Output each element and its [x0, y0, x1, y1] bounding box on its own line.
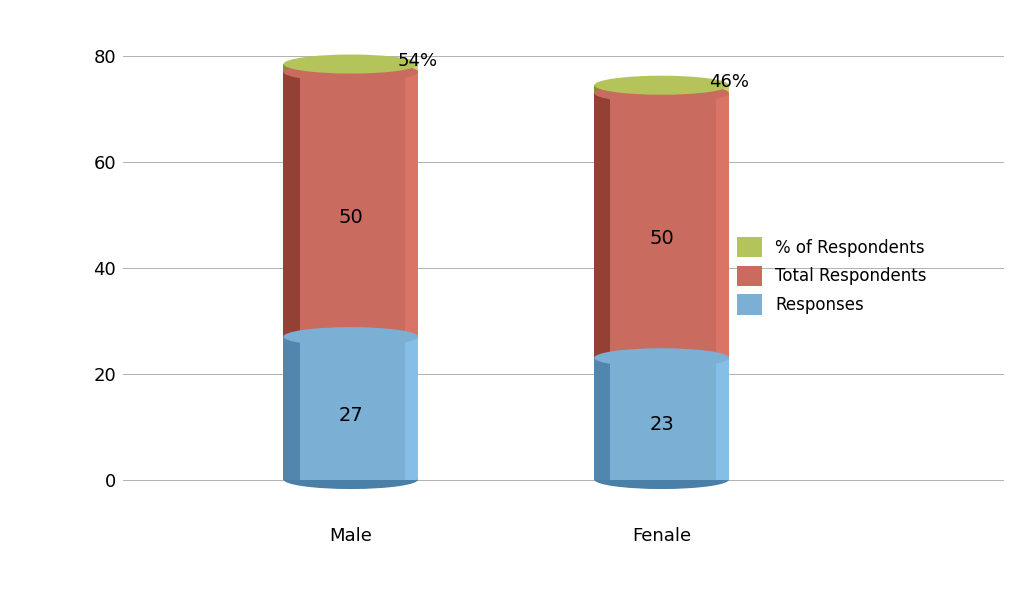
Bar	[594, 93, 729, 358]
Bar	[594, 85, 610, 93]
Legend: % of Respondents, Total Respondents, Responses: % of Respondents, Total Respondents, Res…	[730, 230, 933, 321]
Text: 46%: 46%	[709, 74, 749, 91]
Ellipse shape	[594, 84, 729, 103]
Bar	[406, 72, 418, 337]
Bar	[284, 72, 300, 337]
Ellipse shape	[594, 470, 729, 489]
Bar	[284, 337, 300, 480]
Ellipse shape	[284, 470, 418, 489]
Text: 50: 50	[649, 229, 674, 248]
Ellipse shape	[594, 348, 729, 367]
Bar	[406, 337, 418, 480]
Bar	[594, 85, 729, 93]
Text: 50: 50	[339, 208, 364, 227]
Bar	[284, 337, 418, 480]
Ellipse shape	[284, 62, 418, 81]
Text: 27: 27	[339, 406, 364, 425]
Bar	[594, 358, 729, 480]
Bar	[716, 358, 729, 480]
Ellipse shape	[284, 327, 418, 346]
Bar	[406, 64, 418, 72]
Bar	[284, 72, 418, 337]
Bar	[284, 64, 418, 72]
Text: 54%: 54%	[398, 52, 438, 70]
Ellipse shape	[594, 76, 729, 95]
Bar	[594, 93, 610, 358]
Bar	[716, 93, 729, 358]
Ellipse shape	[284, 55, 418, 74]
Bar	[284, 64, 300, 72]
Bar	[716, 85, 729, 93]
Bar	[594, 358, 610, 480]
Text: 23: 23	[649, 415, 674, 434]
